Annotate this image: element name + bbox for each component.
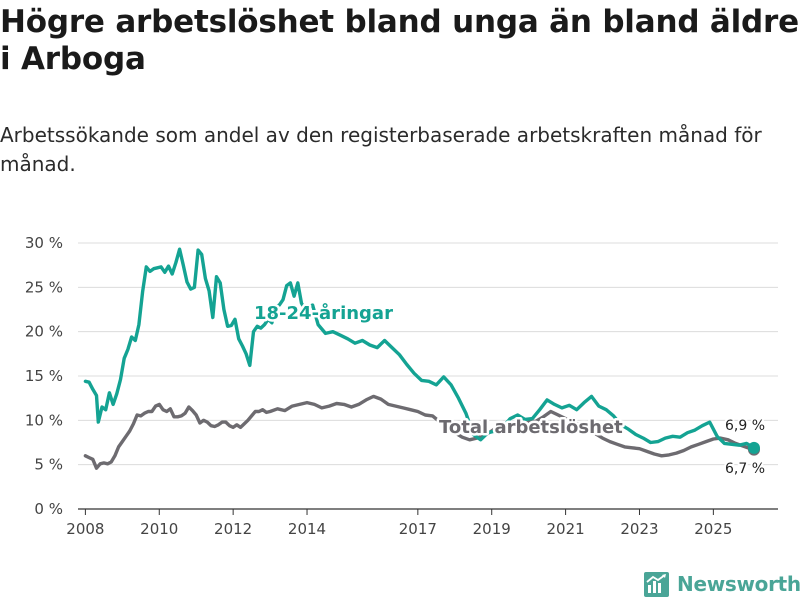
y-tick-label: 5 % (34, 456, 63, 474)
x-tick-label: 2017 (399, 520, 437, 538)
y-tick-label: 0 % (34, 500, 63, 518)
end-point-18-24 (747, 441, 760, 454)
x-tick-label: 2025 (694, 520, 732, 538)
series-line-total (83, 394, 756, 470)
end-label-18-24: 6,9 % (725, 418, 765, 434)
x-tick-label: 2012 (214, 520, 252, 538)
x-tick-label: 2014 (288, 520, 326, 538)
series-label-total: Total arbetslöshet (439, 417, 623, 438)
y-tick-label: 25 % (25, 278, 63, 296)
x-tick-label: 2008 (66, 520, 104, 538)
x-tick-label: 2023 (620, 520, 658, 538)
y-tick-label: 15 % (25, 367, 63, 385)
newsworthy-logo-text: Newsworthy (677, 572, 800, 596)
y-tick-label: 30 % (25, 234, 63, 252)
newsworthy-logo: Newsworthy (644, 569, 800, 599)
x-tick-label: 2010 (140, 520, 178, 538)
series-label-18-24-halo: 18-24-åringar (254, 302, 393, 324)
series-label-total-halo: Total arbetslöshet (439, 417, 623, 438)
series-line-18-24 (83, 247, 756, 450)
x-tick-label: 2021 (547, 520, 585, 538)
page-title: Högre arbetslöshet bland unga än bland ä… (0, 4, 799, 77)
end-label-18-24-halo: 6,9 % (725, 418, 765, 434)
y-tick-label: 20 % (25, 323, 63, 341)
line-chart: 0 % 5 % 10 % 15 % 20 % 25 % 30 % 2008 2010 2012 20… (25, 234, 778, 538)
newsworthy-logo-icon (644, 571, 669, 597)
end-label-total: 6,7 % (725, 461, 765, 477)
end-label-total-halo: 6,7 % (725, 461, 765, 477)
x-tick-label: 2019 (473, 520, 511, 538)
y-tick-label: 10 % (25, 411, 63, 429)
series-label-18-24: 18-24-åringar (254, 302, 393, 324)
chart-subtitle: Arbetssökande som andel av den registerb… (0, 123, 762, 176)
